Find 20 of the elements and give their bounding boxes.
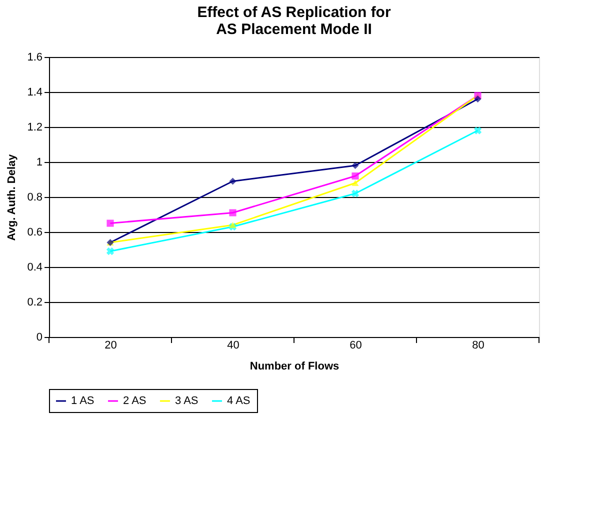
x-tick-label: 20 [104,340,117,352]
y-tick-label: 0.6 [27,226,42,238]
legend-label: 3 AS [175,395,198,407]
x-tick-label: 40 [227,340,240,352]
legend-label: 2 AS [123,395,146,407]
y-tick-label: 0.4 [27,262,42,274]
y-tick-label: 0 [36,332,42,344]
y-axis-title: Avg. Auth. Delay [6,153,18,241]
y-tick-label: 0.2 [27,296,42,308]
y-tick-label: 1.4 [27,86,42,98]
y-tick-label: 1.2 [27,122,42,134]
y-tick-label: 1.6 [27,52,42,64]
x-tick-label: 80 [472,340,484,352]
x-tick-label: 60 [350,340,362,352]
y-tick-label: 1 [36,156,42,168]
chart-title: Effect of AS Replication for AS Placement Mode II [197,4,391,38]
legend-label: 1 AS [71,395,94,407]
y-tick-label: 0.8 [27,192,42,204]
x-axis-title: Number of Flows [250,360,340,372]
legend-label: 4 AS [227,395,250,407]
